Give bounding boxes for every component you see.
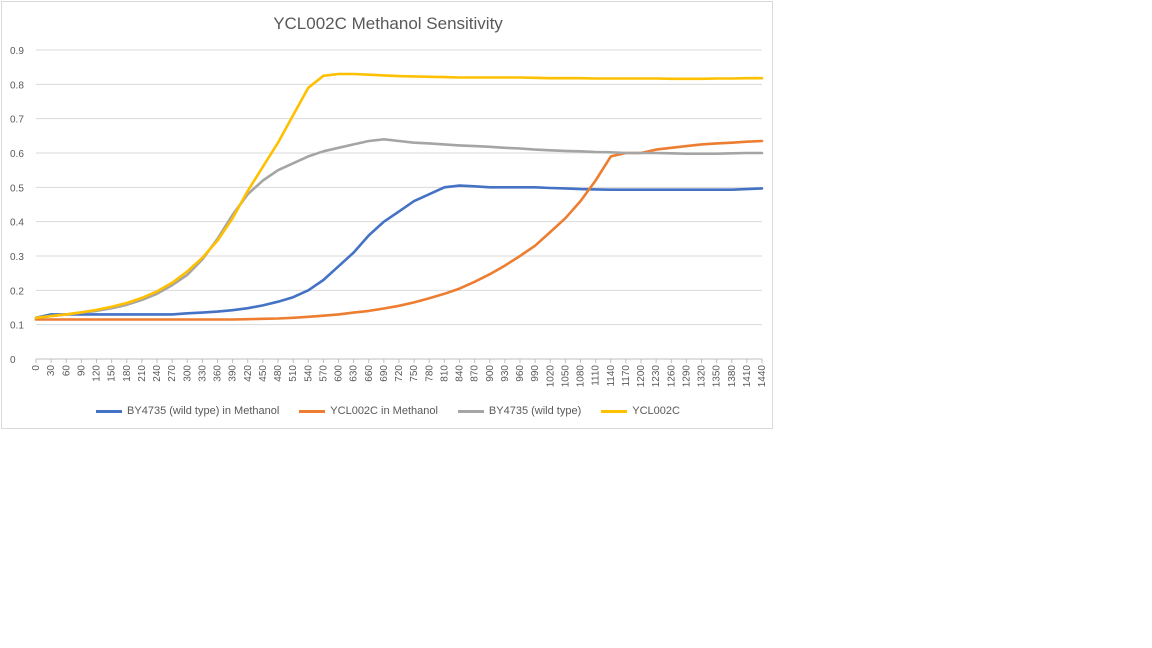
x-tick-label: 600: [334, 365, 345, 382]
y-tick-label: 0.3: [10, 252, 24, 263]
x-tick-label: 840: [455, 365, 466, 382]
x-tick-label: 960: [515, 365, 526, 382]
series-line-0: [34, 184, 764, 320]
x-tick-label: 1290: [681, 365, 692, 388]
x-tick-label: 1110: [591, 365, 602, 386]
x-tick-label: 990: [530, 365, 541, 382]
y-tick-label: 0.8: [10, 80, 24, 91]
x-tick-label: 690: [379, 365, 390, 382]
y-tick-label: 0.7: [10, 115, 24, 126]
x-tick-label: 870: [470, 365, 481, 382]
x-tick-label: 210: [137, 365, 148, 382]
x-tick-label: 810: [439, 365, 450, 382]
x-tick-label: 450: [258, 365, 269, 382]
x-tick-label: 1320: [697, 365, 708, 388]
legend-label: BY4735 (wild type) in Methanol: [127, 405, 280, 417]
legend: BY4735 (wild type) in Methanol YCL002C in…: [2, 405, 774, 417]
x-tick-label: 270: [167, 365, 178, 382]
x-tick-label: 780: [424, 365, 435, 382]
x-tick-label: 750: [409, 365, 420, 382]
x-tick-label: 60: [61, 365, 72, 377]
x-tick-label: 1350: [712, 365, 723, 388]
x-tick-label: 1080: [576, 365, 587, 388]
x-tick-label: 360: [213, 365, 224, 382]
x-tick-label: 30: [46, 365, 57, 377]
x-tick-label: 1230: [651, 365, 662, 388]
y-tick-label: 0.6: [10, 149, 24, 160]
x-tick-label: 1170: [621, 365, 632, 387]
x-tick-label: 900: [485, 365, 496, 382]
x-tick-label: 90: [76, 365, 87, 377]
x-tick-label: 150: [107, 365, 118, 382]
x-tick-label: 630: [349, 365, 360, 382]
x-tick-label: 240: [152, 365, 163, 382]
x-tick-label: 1020: [545, 365, 556, 388]
legend-item: BY4735 (wild type) in Methanol: [96, 405, 279, 417]
legend-swatch: [457, 409, 484, 413]
y-tick-label: 0.1: [10, 321, 24, 332]
x-tick-label: 720: [394, 365, 405, 382]
legend-label: BY4735 (wild type): [488, 405, 582, 417]
x-tick-label: 540: [303, 365, 314, 382]
y-tick-label: 0.5: [10, 183, 24, 194]
x-tick-label: 180: [122, 365, 133, 382]
series-line-3: [34, 72, 764, 320]
x-tick-label: 420: [243, 365, 254, 382]
x-tick-label: 390: [228, 365, 239, 382]
x-tick-label: 1260: [666, 365, 677, 388]
x-tick-label: 1440: [757, 365, 768, 388]
x-tick-label: 570: [318, 365, 329, 382]
series-line-2: [34, 138, 764, 320]
x-tick-label: 330: [197, 365, 208, 382]
x-tick-label: 1410: [742, 365, 753, 388]
x-tick-label: 0: [31, 365, 42, 371]
x-tick-label: 1050: [560, 365, 571, 388]
x-tick-label: 1140: [606, 365, 617, 387]
legend-swatch: [299, 409, 326, 413]
y-tick-label: 0.9: [10, 46, 24, 57]
x-tick-label: 510: [288, 365, 299, 382]
legend-swatch: [601, 409, 628, 413]
y-tick-label: 0.4: [10, 218, 24, 229]
gridlines: [36, 49, 762, 360]
x-tick-label: 480: [273, 365, 284, 382]
x-tick-label: 1380: [727, 365, 738, 388]
x-tick-label: 120: [92, 365, 103, 382]
chart-container: YCL002C Methanol Sensitivity 0 0.1 0.2 0.3 0…: [1, 1, 773, 429]
x-tick-label: 660: [364, 365, 375, 382]
chart-title: YCL002C Methanol Sensitivity: [273, 14, 503, 33]
legend-item: YCL002C: [601, 405, 680, 417]
legend-label: YCL002C in Methanol: [330, 405, 438, 417]
x-tick-label: 930: [500, 365, 511, 382]
y-tick-label: 0: [10, 355, 16, 366]
x-tick-label: 1200: [636, 365, 647, 388]
legend-item: BY4735 (wild type): [457, 405, 582, 417]
plot-area: 0 0.1 0.2 0.3 0.4 0.5 0.6 0.7 0.8 0.9 0 30 60 90 120 15…: [10, 46, 768, 387]
x-tick-label: 300: [182, 365, 193, 382]
legend-label: YCL002C: [632, 405, 680, 417]
series-line-1: [34, 139, 764, 321]
legend-item: YCL002C in Methanol: [299, 405, 438, 417]
y-tick-label: 0.2: [10, 286, 24, 297]
series-lines: [34, 72, 764, 321]
axes: 0 0.1 0.2 0.3 0.4 0.5 0.6 0.7 0.8 0.9 0 30 60 90 120 15…: [10, 46, 768, 387]
legend-swatch: [96, 409, 123, 413]
